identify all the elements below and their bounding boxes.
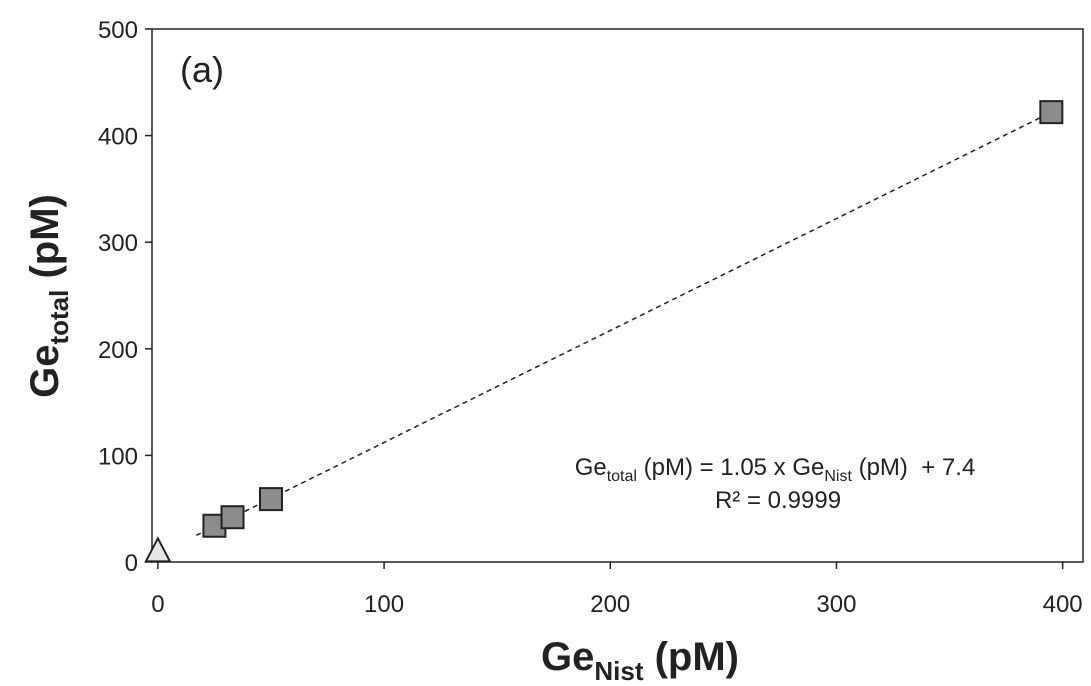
equation-part: (pM) + 7.4: [852, 454, 975, 481]
square-marker: [1039, 100, 1064, 125]
x-tick-label: 300: [816, 591, 856, 618]
y-tick-label: 400: [98, 124, 138, 151]
equation-part: Ge: [575, 454, 607, 481]
equation-subscript: Nist: [824, 468, 852, 485]
equation-subscript: total: [607, 468, 637, 485]
x-axis-title-unit: (pM): [643, 635, 739, 679]
y-tick-label: 300: [98, 230, 138, 257]
x-axis-title-subscript: Nist: [594, 656, 643, 686]
x-tick-label: 0: [151, 591, 164, 618]
square-marker: [220, 505, 245, 530]
x-axis-title: GeNist (pM): [541, 635, 739, 686]
equation: Getotal (pM) = 1.05 x GeNist (pM) + 7.4: [575, 454, 976, 485]
x-tick-label: 400: [1043, 591, 1083, 618]
x-axis-title-main: Ge: [541, 635, 594, 679]
y-tick-label: 200: [98, 337, 138, 364]
x-tick-label: 100: [364, 591, 404, 618]
panel-label: (a): [180, 49, 224, 90]
r-squared: R² = 0.9999: [715, 487, 841, 514]
trendline: [196, 109, 1057, 537]
y-axis-title-subscript: total: [44, 290, 74, 345]
y-axis-title-unit: (pM): [23, 194, 67, 290]
equation-part: (pM) = 1.05 x Ge: [637, 454, 824, 481]
y-tick-label: 500: [98, 17, 138, 44]
square-marker: [258, 487, 283, 512]
y-tick-label: 0: [125, 550, 138, 577]
triangle-marker: [144, 536, 172, 563]
plot-frame: [151, 28, 1084, 563]
y-axis-title: Getotal (pM): [23, 194, 74, 398]
y-axis-title-main: Ge: [23, 345, 67, 398]
x-tick-label: 200: [590, 591, 630, 618]
y-tick-label: 100: [98, 443, 138, 470]
